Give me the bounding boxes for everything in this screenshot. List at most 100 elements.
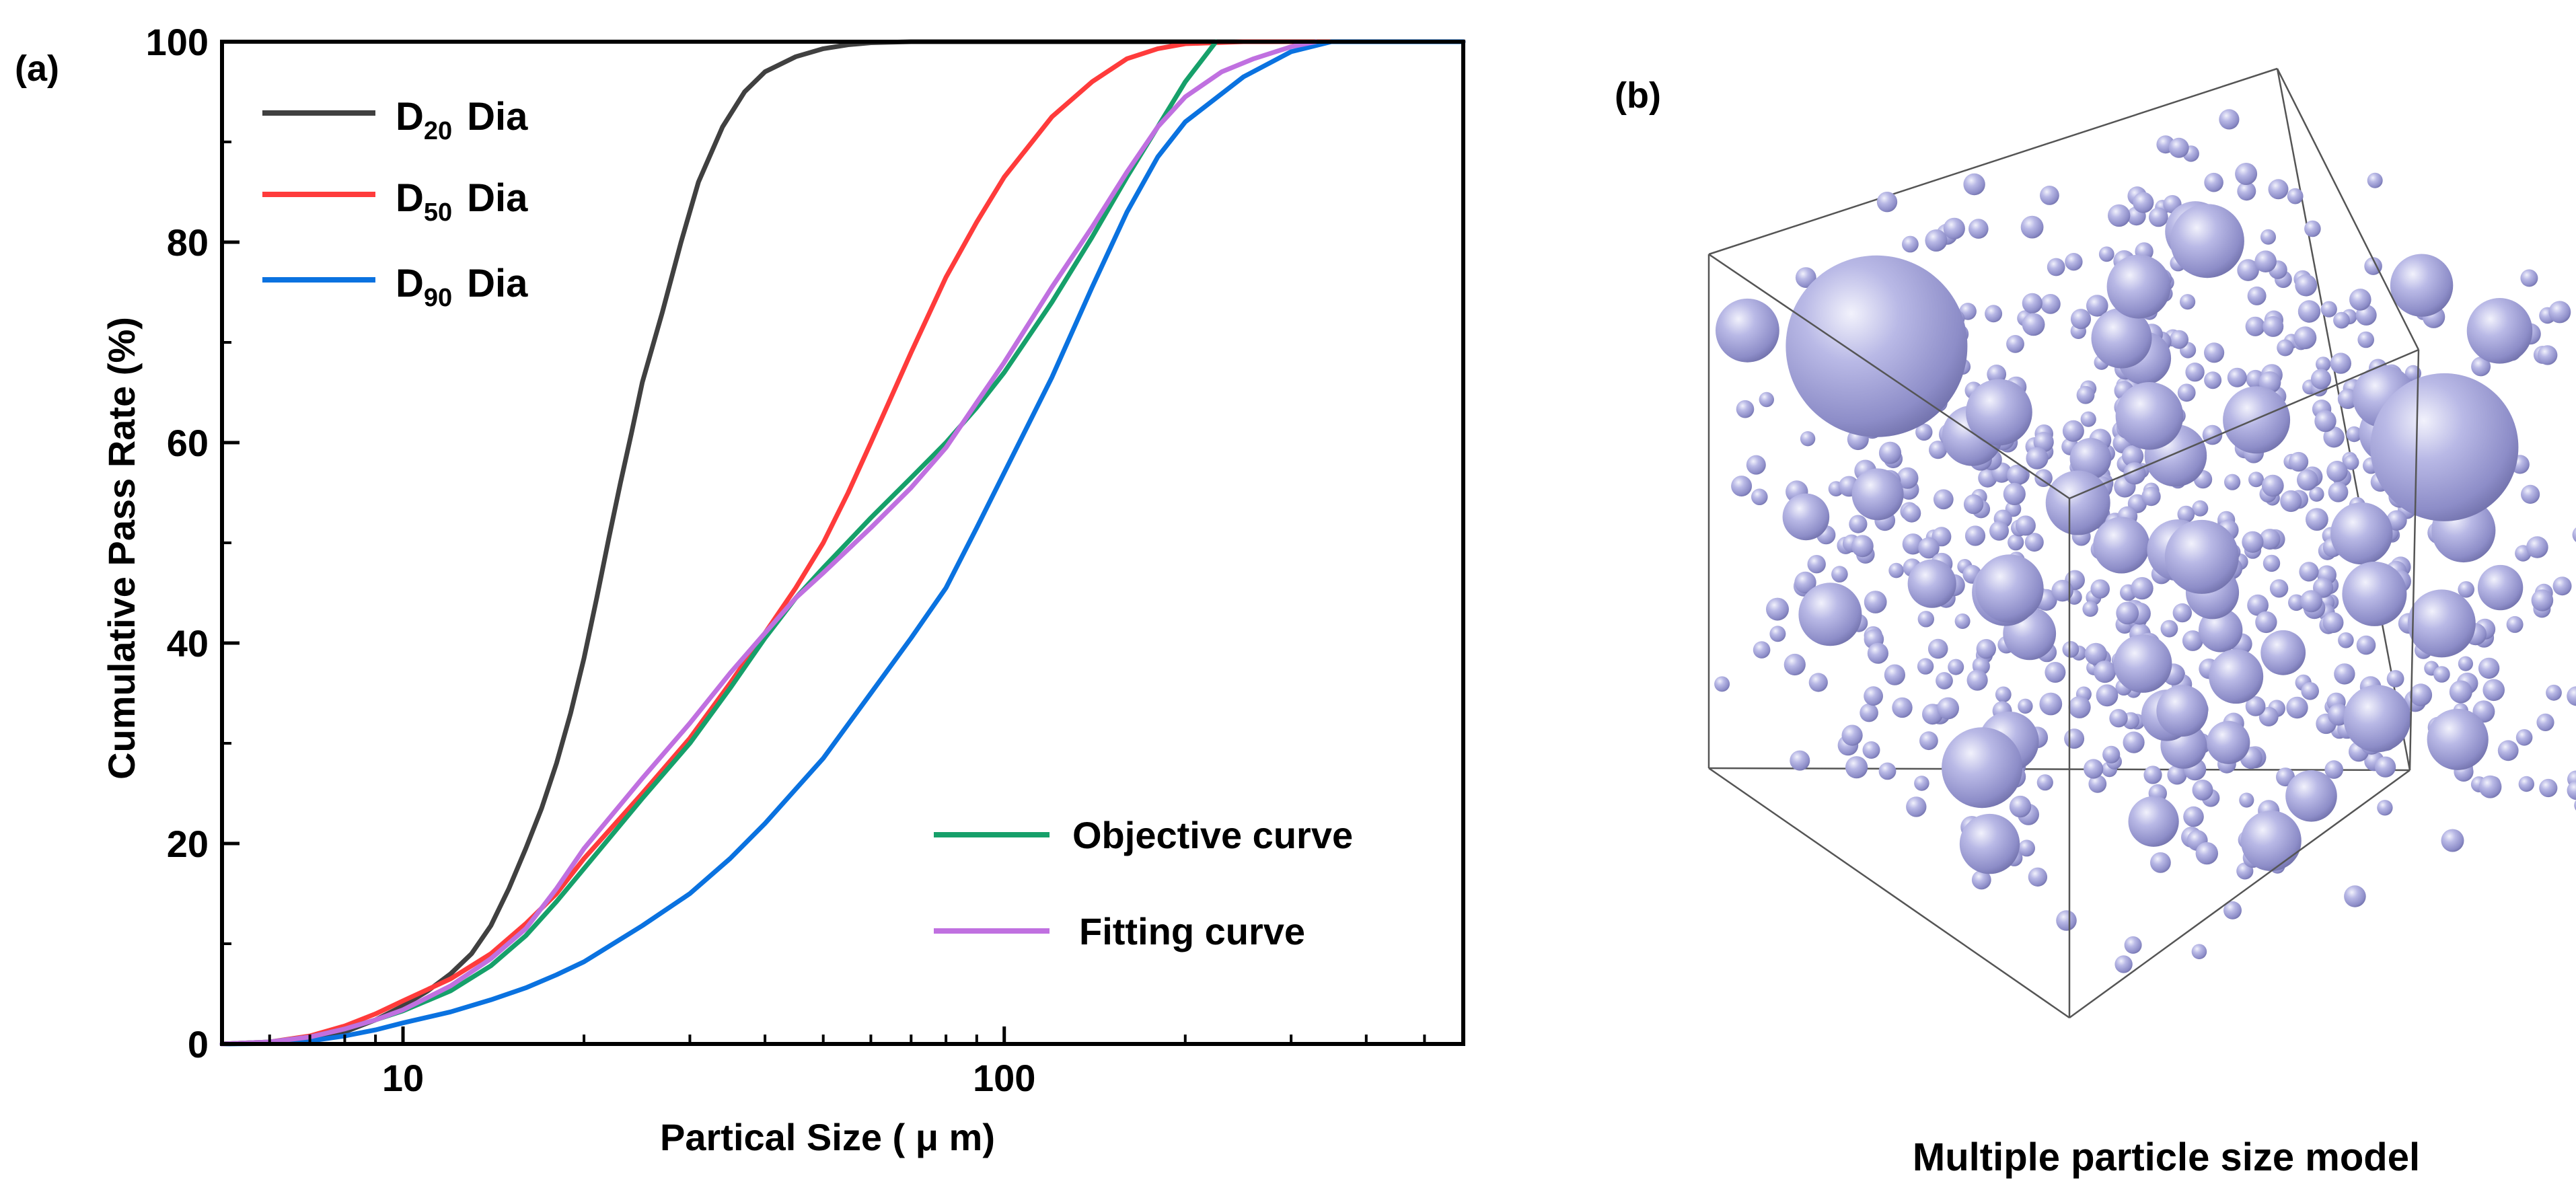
particle-sphere bbox=[2170, 204, 2244, 278]
particle-sphere bbox=[2209, 649, 2264, 704]
particle-sphere bbox=[1759, 391, 1774, 408]
particle-sphere bbox=[2506, 615, 2524, 633]
particle-sphere bbox=[1864, 591, 1887, 613]
legend-lower-right: Objective curve Fitting curve bbox=[934, 814, 1353, 952]
particle-sphere bbox=[1753, 641, 1771, 659]
particle-sphere bbox=[2237, 182, 2256, 201]
particle-sphere bbox=[2227, 367, 2247, 387]
particle-sphere bbox=[1937, 697, 1960, 720]
particle-sphere bbox=[1919, 731, 1938, 751]
particle-sphere bbox=[1966, 379, 2032, 446]
particle-sphere bbox=[2377, 800, 2393, 816]
particle-sphere bbox=[1751, 488, 1768, 505]
particle-sphere bbox=[1902, 235, 1919, 253]
particle-sphere bbox=[2520, 269, 2538, 287]
particle-sphere bbox=[1884, 664, 1905, 685]
legend-item-fitting: Fitting curve bbox=[934, 910, 1305, 952]
bounding-cube-back-edges bbox=[1708, 67, 2411, 772]
particle-sphere bbox=[2235, 163, 2258, 185]
legend-label-fitting: Fitting curve bbox=[1079, 910, 1305, 952]
particle-sphere bbox=[2090, 579, 2110, 599]
particle-sphere bbox=[2334, 663, 2355, 685]
particle-sphere bbox=[2574, 800, 2576, 811]
particle-sphere bbox=[1851, 535, 1874, 558]
particle-sphere bbox=[2357, 331, 2374, 348]
particle-sphere bbox=[2242, 531, 2264, 553]
legend-item-objective: Objective curve bbox=[934, 814, 1353, 856]
particle-sphere bbox=[2141, 486, 2161, 507]
particle-sphere bbox=[2096, 684, 2119, 707]
particle-sphere bbox=[1925, 229, 1948, 252]
particle-sphere bbox=[1929, 441, 1948, 459]
particle-sphere bbox=[1933, 489, 1954, 510]
particle-sphere bbox=[1954, 613, 1971, 629]
x-tick-label: 100 bbox=[973, 1057, 1035, 1099]
particle-sphere bbox=[2237, 259, 2259, 281]
particle-sphere bbox=[1798, 583, 1862, 646]
particle-sphere bbox=[1714, 676, 1730, 692]
particle-sphere bbox=[1786, 255, 1968, 437]
particle-sphere bbox=[2259, 529, 2281, 550]
particle-sphere bbox=[1800, 431, 1816, 447]
particle-sphere bbox=[2247, 594, 2269, 616]
particle-sphere bbox=[2064, 728, 2085, 749]
particle-sphere bbox=[2133, 192, 2154, 213]
particle-sphere bbox=[2177, 383, 2196, 402]
particle-sphere bbox=[2310, 369, 2332, 389]
particle-sphere bbox=[2068, 696, 2091, 718]
particle-sphere bbox=[1845, 756, 1868, 779]
particle-sphere bbox=[1841, 724, 1863, 746]
particle-sphere bbox=[2204, 371, 2222, 389]
particle-sphere bbox=[2084, 642, 2107, 665]
legend-item-d90: D90 Dia bbox=[262, 262, 528, 312]
particle-sphere bbox=[2185, 363, 2205, 382]
particle-sphere bbox=[2094, 661, 2117, 683]
particle-sphere bbox=[1888, 562, 1904, 578]
particle-sphere bbox=[2177, 505, 2195, 523]
particle-sphere bbox=[2245, 696, 2266, 716]
particle-sphere bbox=[2223, 386, 2291, 454]
particle-sphere bbox=[1985, 305, 2003, 323]
particle-sphere bbox=[2306, 508, 2328, 531]
particle-sphere bbox=[1989, 521, 2009, 541]
series-line-d90-dia bbox=[219, 39, 1466, 1047]
y-tick-label: 100 bbox=[146, 21, 209, 63]
particle-sphere bbox=[2199, 608, 2243, 652]
particle-sphere bbox=[2108, 204, 2131, 227]
particle-sphere bbox=[1927, 638, 1948, 659]
particle-sphere bbox=[1716, 298, 1779, 363]
particle-sphere bbox=[2007, 464, 2028, 486]
particle-sphere bbox=[2342, 561, 2407, 626]
particle-sphere bbox=[1831, 566, 1848, 583]
legend-label-d90: D90 Dia bbox=[396, 262, 528, 312]
particle-sphere bbox=[1783, 653, 1806, 676]
particle-sphere bbox=[2458, 581, 2474, 598]
particle-sphere bbox=[2538, 345, 2558, 365]
particle-sphere bbox=[2091, 307, 2152, 369]
particle-sphere bbox=[2115, 382, 2184, 450]
particle-sphere bbox=[1907, 559, 1956, 608]
particle-sphere bbox=[2552, 576, 2572, 596]
particle-sphere bbox=[2204, 172, 2223, 192]
particle-sphere bbox=[2289, 451, 2309, 472]
particle-sphere bbox=[1995, 686, 2012, 703]
particle-sphere bbox=[1736, 400, 1755, 418]
particle-sphere bbox=[2330, 352, 2351, 374]
particle-sphere bbox=[2022, 313, 2045, 336]
particle-sphere bbox=[2167, 765, 2187, 785]
particle-sphere bbox=[2045, 662, 2066, 683]
particle-sphere bbox=[2297, 469, 2318, 491]
particle-sphere bbox=[2180, 294, 2196, 310]
particle-sphere bbox=[2531, 589, 2554, 611]
particle-sphere bbox=[2338, 632, 2354, 648]
particle-sphere bbox=[2343, 455, 2359, 470]
particle-sphere bbox=[2333, 311, 2350, 329]
particle-sphere bbox=[2260, 229, 2276, 245]
particle-sphere bbox=[2356, 635, 2376, 655]
particle-sphere bbox=[2449, 680, 2472, 704]
particle-sphere bbox=[2195, 841, 2218, 865]
particle-sphere bbox=[2082, 601, 2098, 617]
particle-sphere bbox=[2285, 770, 2337, 822]
particle-sphere bbox=[2521, 484, 2540, 504]
particle-sphere bbox=[2343, 685, 2411, 753]
